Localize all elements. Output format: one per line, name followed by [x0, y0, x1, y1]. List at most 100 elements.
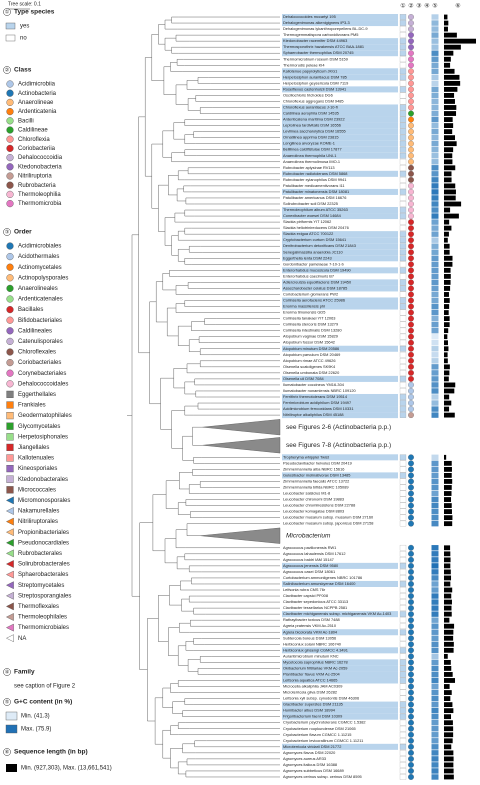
legend-label: Streptomycetales — [18, 583, 64, 589]
gc-cell — [431, 219, 439, 225]
size-bar — [444, 334, 448, 340]
size-bar — [444, 267, 451, 273]
gc-cell — [431, 587, 439, 593]
gc-cell — [431, 689, 439, 696]
taxon-label: Rathayibacter toxicus DSM 7488 — [283, 617, 340, 622]
gc-cell — [431, 581, 439, 587]
type-cell — [399, 756, 407, 762]
size-bar — [444, 653, 448, 659]
class-cell — [408, 719, 414, 726]
taxon-label: Bellilinea caldifistulae DSM 17877 — [283, 147, 342, 152]
gc-cell — [431, 20, 439, 26]
gc-cell — [431, 695, 439, 702]
gc-cell — [431, 309, 439, 316]
type-cell — [399, 370, 407, 376]
legend-label: Ardenticatenia — [18, 109, 57, 115]
class-cell — [408, 170, 414, 177]
gc-cell — [431, 726, 439, 732]
taxon-label: Atopobium minutum DSM 20586 — [283, 346, 339, 351]
taxon-label: Agrococcus lahaulensis DSM 17612 — [283, 551, 346, 556]
legend-swatch — [6, 274, 14, 282]
type-cell — [399, 279, 407, 286]
gc-cell — [431, 195, 439, 201]
gc-cell — [431, 249, 439, 255]
legend-label: Coriobacteriia — [18, 146, 56, 152]
legend-label: Frankiales — [18, 403, 46, 409]
type-cell — [399, 339, 407, 346]
type-cell — [399, 575, 407, 581]
size-bar — [444, 563, 451, 569]
size-bar — [444, 358, 448, 364]
taxon-label: Agrococcus jenensis DSM 9580 — [283, 563, 339, 568]
size-bar — [444, 183, 456, 189]
legend-label: Rubrobacteria — [18, 183, 56, 189]
class-cell — [408, 635, 414, 642]
type-cell — [399, 225, 407, 231]
gc-cell — [431, 551, 439, 557]
taxon-label: Herbiconiux ginsengi CGMCC 4.3491 — [283, 647, 348, 652]
size-bar — [444, 93, 455, 98]
type-cell — [399, 689, 407, 696]
gc-cell — [431, 774, 439, 780]
legend-swatch — [5, 613, 14, 621]
size-bar — [444, 14, 448, 20]
legend-number: ② — [5, 67, 10, 73]
type-cell — [399, 701, 407, 708]
type-cell — [399, 44, 407, 50]
legend-label: Min. (927,303), Max. (13,661,541) — [21, 766, 112, 772]
taxon-label: Clavibacter capsici PF008 — [283, 593, 328, 598]
taxon-label: Zimmermannella bifida NBRC 105089 — [283, 485, 349, 490]
gc-cell — [431, 665, 439, 672]
gc-cell — [431, 593, 439, 599]
type-cell — [399, 557, 407, 563]
type-cell — [399, 74, 407, 81]
type-cell — [399, 20, 407, 26]
type-cell — [399, 400, 407, 406]
taxon-label: Mycetocola saprophilus NBRC 16278 — [283, 659, 348, 664]
class-cell — [408, 315, 414, 322]
legend-label: Nakamurellales — [18, 509, 59, 515]
type-highlight — [282, 140, 398, 147]
size-bar — [444, 726, 454, 732]
size-bar — [444, 454, 447, 460]
size-bar — [444, 750, 454, 756]
legend-label: Actinomycetales — [18, 265, 62, 271]
class-cell — [408, 550, 414, 557]
type-cell — [399, 62, 407, 69]
legend-swatch — [6, 475, 14, 483]
type-cell — [399, 38, 407, 44]
size-bar — [444, 38, 476, 44]
taxon-label: Agromyces cerinus subsp. cerinus DSM 859… — [283, 774, 362, 779]
gc-cell — [431, 291, 439, 298]
type-cell — [399, 593, 407, 599]
clade-label: Microbacterium — [286, 532, 331, 539]
gc-cell — [431, 110, 439, 117]
class-cell — [408, 400, 414, 406]
legend-swatch — [5, 591, 14, 600]
size-bar — [444, 80, 461, 86]
gc-cell — [431, 225, 439, 231]
legend-label: Dehalococcoidia — [18, 155, 63, 161]
taxon-label: Thermomicrobium roseum DSM 5159 — [283, 56, 348, 61]
taxon-label: Leucobacter chironomi DSM 19883 — [283, 497, 344, 502]
size-bar — [444, 141, 457, 147]
type-cell — [399, 611, 407, 617]
type-cell — [399, 581, 407, 587]
column-header: ① — [400, 3, 405, 10]
type-highlight — [282, 104, 398, 111]
taxon-label: Collinsella intestinalis DSM 13280 — [283, 328, 342, 333]
class-cell — [408, 768, 414, 774]
gc-cell — [431, 629, 439, 635]
class-cell — [408, 291, 414, 298]
type-cell — [399, 158, 407, 165]
taxon-label: Slackia heliotrinireducens DSM 20476 — [283, 225, 349, 230]
class-cell — [408, 26, 414, 33]
size-bar — [444, 412, 455, 418]
taxon-label: Aurantimicrobium minutum KNC — [283, 653, 339, 658]
gc-cell — [431, 563, 439, 569]
legend-swatch — [6, 253, 14, 261]
gc-cell — [431, 146, 439, 153]
taxon-label: Agromyces italicus DSM 16388 — [283, 762, 337, 767]
legend-label: NA — [18, 636, 26, 642]
class-cell — [408, 544, 414, 551]
